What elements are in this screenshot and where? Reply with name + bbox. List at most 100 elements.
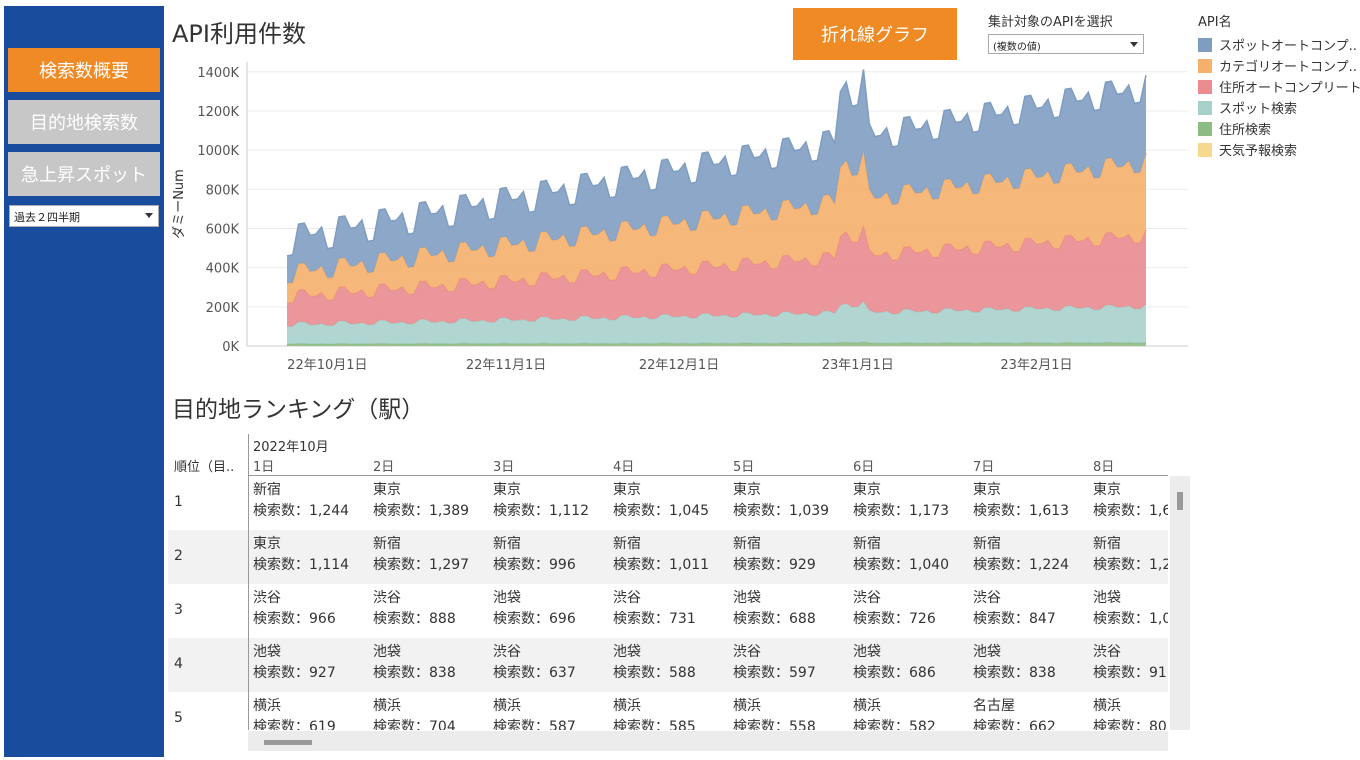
ranking-cell[interactable]: 東京 検索数：1,173 <box>853 480 973 522</box>
legend-item[interactable]: スポット検索 <box>1198 97 1356 118</box>
rank-column-header[interactable]: 順位（目.. <box>174 460 235 475</box>
ranking-cell[interactable]: 東京 検索数：1,045 <box>613 480 733 522</box>
ranking-cell[interactable]: 横浜 検索数：582 <box>853 696 973 730</box>
ranking-cell[interactable]: 池袋 検索数：588 <box>613 642 733 684</box>
day-column-header[interactable]: 1日 <box>253 460 275 475</box>
legend-label: 天気予報検索 <box>1219 144 1298 159</box>
ranking-cell[interactable]: 名古屋 検索数：662 <box>973 696 1093 730</box>
ranking-cell[interactable]: 渋谷 検索数：726 <box>853 588 973 630</box>
ranking-cell[interactable]: 横浜 検索数：619 <box>253 696 373 730</box>
ranking-cell[interactable]: 東京検索数：1,6 <box>1093 480 1168 522</box>
search-count: 検索数：1,6 <box>1093 503 1168 519</box>
search-count: 検索数：1,389 <box>373 503 470 519</box>
station-name: 東京 <box>253 536 281 552</box>
chart-title: API利用件数 <box>172 20 306 48</box>
ranking-cell[interactable]: 池袋 検索数：1,0 <box>1093 588 1168 630</box>
nav-trending-spots-button[interactable]: 急上昇スポット <box>8 152 160 196</box>
search-count: 検索数：597 <box>733 665 816 681</box>
api-filter-label: 集計対象のAPIを選択 <box>988 15 1113 30</box>
table-row: 4 池袋 検索数：927 池袋 検索数：838 渋谷 検索数：637 池袋 検索数：588 渋谷検… <box>168 638 1168 692</box>
ranking-cell[interactable]: 渋谷 検索数：888 <box>373 588 493 630</box>
vertical-scrollbar[interactable] <box>1170 476 1190 730</box>
day-column-header[interactable]: 6日 <box>853 460 875 475</box>
day-column-header[interactable]: 5日 <box>733 460 755 475</box>
ranking-cell[interactable]: 新宿 検索数：1,040 <box>853 534 973 576</box>
ranking-title: 目的地ランキング（駅） <box>172 397 425 423</box>
ranking-cell[interactable]: 東京 検索数：1,613 <box>973 480 1093 522</box>
nav-search-overview-button[interactable]: 検索数概要 <box>8 48 160 92</box>
ranking-cell[interactable]: 池袋検索数：838 <box>973 642 1093 684</box>
ranking-cell[interactable]: 池袋 検索数：927 <box>253 642 373 684</box>
ranking-cell[interactable]: 東京 検索数：1,112 <box>493 480 613 522</box>
ranking-cell[interactable]: 池袋 検索数：838 <box>373 642 493 684</box>
legend-item[interactable]: 住所オートコンプリート <box>1198 76 1360 97</box>
station-name: 東京 <box>493 482 521 498</box>
legend-item[interactable]: 天気予報検索 <box>1198 139 1356 160</box>
ranking-cell[interactable]: 池袋 検索数：688 <box>733 588 853 630</box>
search-count: 検索数：1,297 <box>373 557 470 573</box>
ranking-cell[interactable]: 新宿 検索数：1,244 <box>253 480 373 522</box>
day-column-header[interactable]: 8日 <box>1093 460 1115 475</box>
ranking-cell[interactable]: 横浜 検索数：585 <box>613 696 733 730</box>
ranking-cell[interactable]: 新宿 検索数：1,2 <box>1093 534 1168 576</box>
search-count: 検索数：686 <box>853 665 936 681</box>
legend-swatch <box>1198 37 1212 52</box>
legend-item[interactable]: スポットオートコンプ.. <box>1198 34 1357 55</box>
search-count: 検索数：927 <box>253 665 336 681</box>
ranking-cell[interactable]: 池袋検索数：686 <box>853 642 973 684</box>
day-column-header[interactable]: 3日 <box>493 460 515 475</box>
day-column-header[interactable]: 2日 <box>373 460 395 475</box>
station-name: 池袋 <box>613 644 641 660</box>
legend-swatch <box>1198 79 1212 94</box>
ranking-cell[interactable]: 新宿 検索数：996 <box>493 534 613 576</box>
vertical-scroll-thumb[interactable] <box>1177 492 1183 510</box>
ranking-cell[interactable]: 東京 検索数：1,114 <box>253 534 373 576</box>
station-name: 東京 <box>1093 482 1121 498</box>
station-name: 渋谷 <box>253 590 281 606</box>
y-tick-label: 1000K <box>197 144 239 159</box>
api-filter-select[interactable]: (複数の値) <box>988 34 1144 54</box>
legend-item[interactable]: カテゴリオートコンプ.. <box>1198 55 1357 76</box>
search-count: 検索数：726 <box>853 611 936 627</box>
ranking-cell[interactable]: 新宿 検索数：929 <box>733 534 853 576</box>
legend-label: 住所オートコンプリート <box>1219 81 1360 96</box>
station-name: 池袋 <box>493 590 521 606</box>
ranking-cell[interactable]: 新宿 検索数：1,011 <box>613 534 733 576</box>
nav-destination-search-button[interactable]: 目的地検索数 <box>8 100 160 144</box>
ranking-cell[interactable]: 新宿 検索数：1,297 <box>373 534 493 576</box>
line-chart-button[interactable]: 折れ線グラフ <box>793 8 957 60</box>
ranking-cell[interactable]: 渋谷 検索数：637 <box>493 642 613 684</box>
legend-item[interactable]: 住所検索 <box>1198 118 1356 139</box>
day-column-header[interactable]: 4日 <box>613 460 635 475</box>
ranking-cell[interactable]: 横浜 検索数：558 <box>733 696 853 730</box>
day-column-header[interactable]: 7日 <box>973 460 995 475</box>
search-count: 検索数：888 <box>373 611 456 627</box>
ranking-cell[interactable]: 渋谷検索数：966 <box>253 588 373 630</box>
ranking-cell[interactable]: 新宿 検索数：1,224 <box>973 534 1093 576</box>
station-name: 池袋 <box>973 644 1001 660</box>
ranking-cell[interactable]: 池袋 検索数：696 <box>493 588 613 630</box>
station-name: 横浜 <box>253 698 281 714</box>
ranking-cell[interactable]: 横浜 検索数：704 <box>373 696 493 730</box>
y-axis-label: ダミーNum <box>172 169 187 239</box>
ranking-cell[interactable]: 渋谷 検索数：731 <box>613 588 733 630</box>
ranking-cell[interactable]: 渋谷 検索数：91 <box>1093 642 1168 684</box>
search-count: 検索数：582 <box>853 719 936 730</box>
period-select[interactable]: 過去２四半期 <box>9 205 159 227</box>
ranking-cell[interactable]: 東京 検索数：1,039 <box>733 480 853 522</box>
station-name: 新宿 <box>733 536 761 552</box>
horizontal-scroll-thumb[interactable] <box>264 740 312 745</box>
ranking-cell[interactable]: 横浜 検索数：80 <box>1093 696 1168 730</box>
search-count: 検索数：1,040 <box>853 557 950 573</box>
search-count: 検索数：838 <box>973 665 1056 681</box>
ranking-cell[interactable]: 渋谷 検索数：847 <box>973 588 1093 630</box>
search-count: 検索数：966 <box>253 611 336 627</box>
horizontal-scrollbar[interactable] <box>248 731 1168 751</box>
search-count: 検索数：80 <box>1093 719 1167 730</box>
month-header: 2022年10月 <box>253 440 329 455</box>
search-count: 検索数：637 <box>493 665 576 681</box>
station-name: 池袋 <box>853 644 881 660</box>
ranking-cell[interactable]: 東京 検索数：1,389 <box>373 480 493 522</box>
ranking-cell[interactable]: 渋谷 検索数：597 <box>733 642 853 684</box>
ranking-cell[interactable]: 横浜 検索数：587 <box>493 696 613 730</box>
